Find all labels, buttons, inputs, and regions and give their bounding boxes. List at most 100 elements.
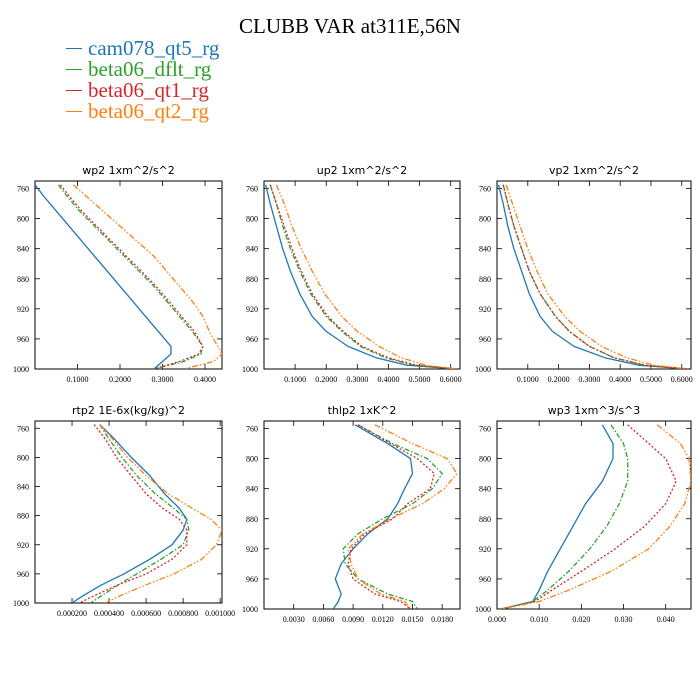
y-tick-label: 920	[479, 545, 491, 554]
x-tick-label: 0.4000	[194, 375, 216, 384]
legend-label: cam078_qt5_rg	[88, 36, 220, 60]
subplot-2: up2 1xm^2/s^2 760 800 840 880 920 960 1000 0.100…	[242, 164, 462, 384]
y-tick-label: 840	[479, 485, 491, 494]
series-group	[35, 184, 222, 369]
series-line-cam078_qt5_rg	[497, 184, 688, 369]
y-tick-label: 1000	[13, 599, 29, 608]
series-line-beta06_dflt_rg	[501, 424, 629, 609]
subplot-title: vp2 1xm^2/s^2	[549, 164, 639, 177]
legend-label: beta06_qt2_rg	[88, 99, 209, 123]
y-tick-label: 800	[246, 455, 258, 464]
legend-line-swatch	[66, 90, 82, 91]
series-group	[501, 424, 691, 609]
y-tick-label: 960	[479, 335, 491, 344]
series-line-cam078_qt5_rg	[501, 424, 614, 609]
series-line-beta06_qt1_rg	[59, 184, 204, 369]
series-line-beta06_qt2_rg	[501, 424, 691, 609]
y-tick-label: 760	[479, 425, 491, 434]
y-tick-label: 920	[17, 541, 29, 550]
legend-item: beta06_dflt_rg	[66, 59, 219, 80]
subplot-title: wp3 1xm^3/s^3	[548, 404, 641, 417]
legend-label: beta06_qt1_rg	[88, 78, 209, 102]
series-line-cam078_qt5_rg	[71, 424, 188, 603]
y-tick-label: 760	[246, 425, 258, 434]
series-group	[264, 184, 457, 369]
subplot-title: rtp2 1E-6x(kg/kg)^2	[72, 404, 185, 417]
y-tick-label: 1000	[242, 605, 258, 614]
y-tick-label: 880	[479, 275, 491, 284]
x-tick-label: 0.010	[530, 615, 548, 624]
x-tick-label: 0.5000	[640, 375, 662, 384]
figure-title: CLUBB VAR at311E,56N	[239, 14, 461, 38]
x-tick-label: 0.2000	[109, 375, 131, 384]
subplot-5: thlp2 1xK^2 760 800 840 880 920 960 1000 0.0030 0…	[242, 404, 461, 624]
x-tick-label: 0.000600	[131, 609, 161, 618]
series-line-cam078_qt5_rg	[35, 184, 172, 369]
series-line-beta06_dflt_rg	[57, 184, 204, 369]
y-tick-label: 840	[246, 245, 258, 254]
x-tick-label: 0.020	[572, 615, 590, 624]
x-tick-label: 0.0060	[312, 615, 334, 624]
subplot-title: thlp2 1xK^2	[328, 404, 397, 417]
x-tick-label: 0.040	[657, 615, 675, 624]
series-line-beta06_qt2_rg	[99, 424, 222, 603]
y-tick-label: 880	[246, 515, 258, 524]
y-tick-label: 840	[479, 245, 491, 254]
subplot-1: wp2 1xm^2/s^2 760 800 840 880 920 960 1000 0.100…	[13, 164, 223, 384]
series-line-cam078_qt5_rg	[264, 184, 457, 369]
x-tick-label: 0.1000	[67, 375, 89, 384]
series-line-beta06_dflt_rg	[269, 184, 457, 369]
series-line-beta06_qt2_rg	[505, 184, 688, 369]
plot-frame	[34, 180, 223, 370]
x-tick-label: 0.2000	[315, 375, 337, 384]
legend-line-swatch	[66, 111, 82, 112]
y-tick-label: 800	[479, 215, 491, 224]
x-tick-label: 0.000	[488, 615, 506, 624]
y-tick-label: 840	[17, 245, 29, 254]
y-tick-label: 880	[17, 512, 29, 521]
y-tick-label: 960	[246, 575, 258, 584]
y-tick-label: 880	[17, 275, 29, 284]
subplot-3: vp2 1xm^2/s^2 760 800 840 880 920 960 1000 0.100…	[475, 164, 693, 384]
plot-frame	[496, 180, 692, 370]
y-tick-label: 800	[246, 215, 258, 224]
plot-frame	[263, 180, 461, 370]
series-group	[332, 424, 458, 609]
y-tick-label: 920	[246, 545, 258, 554]
x-tick-label: 0.3000	[578, 375, 600, 384]
y-tick-label: 920	[246, 305, 258, 314]
legend: cam078_qt5_rg beta06_dflt_rg beta06_qt1_rg…	[66, 38, 219, 122]
y-tick-label: 960	[246, 335, 258, 344]
series-line-beta06_qt1_rg	[79, 424, 188, 603]
x-tick-label: 0.0120	[372, 615, 394, 624]
legend-item: beta06_qt1_rg	[66, 80, 219, 101]
y-tick-label: 960	[17, 335, 29, 344]
y-tick-label: 760	[17, 424, 29, 433]
y-tick-label: 880	[479, 515, 491, 524]
x-tick-label: 0.0090	[342, 615, 364, 624]
y-tick-label: 800	[17, 453, 29, 462]
series-line-cam078_qt5_rg	[332, 424, 414, 609]
x-tick-label: 0.2000	[548, 375, 570, 384]
y-tick-label: 1000	[475, 605, 491, 614]
legend-label: beta06_dflt_rg	[88, 57, 212, 81]
x-tick-label: 0.0180	[431, 615, 453, 624]
y-tick-label: 920	[479, 305, 491, 314]
series-group	[497, 184, 688, 369]
y-tick-label: 760	[17, 185, 29, 194]
plot-frame	[496, 420, 692, 610]
y-tick-label: 840	[246, 485, 258, 494]
legend-line-swatch	[66, 48, 82, 49]
y-tick-label: 880	[246, 275, 258, 284]
series-line-beta06_dflt_rg	[342, 424, 443, 609]
subplot-title: up2 1xm^2/s^2	[317, 164, 408, 177]
x-tick-label: 0.0150	[401, 615, 423, 624]
subplot-6: wp3 1xm^3/s^3 760 800 840 880 920 960 10000.000…	[475, 404, 692, 624]
y-tick-label: 760	[246, 185, 258, 194]
series-line-beta06_qt1_rg	[269, 184, 457, 369]
x-tick-label: 0.1000	[517, 375, 539, 384]
x-tick-label: 0.000400	[94, 609, 124, 618]
y-tick-label: 1000	[13, 365, 29, 374]
x-tick-label: 0.4000	[609, 375, 631, 384]
